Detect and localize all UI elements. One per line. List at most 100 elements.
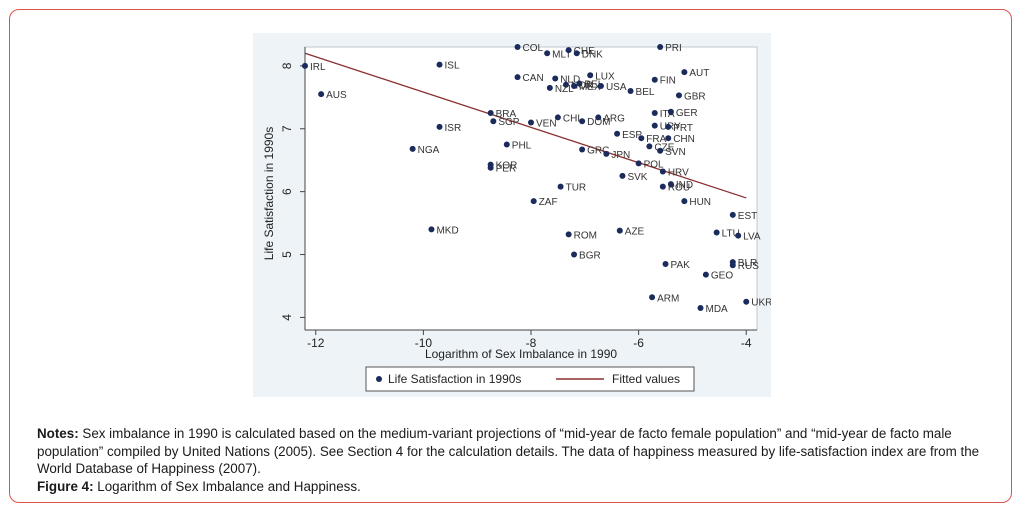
data-point [681, 198, 688, 205]
data-point [587, 72, 594, 79]
data-point [729, 262, 736, 269]
data-point-label: ARG [603, 113, 625, 124]
data-point-label: LTU [722, 229, 740, 240]
data-point [659, 183, 666, 190]
data-point-label: IND [676, 180, 693, 191]
data-point-label: SVK [627, 172, 647, 183]
data-point [436, 123, 443, 130]
data-point [514, 44, 521, 50]
data-point [638, 135, 645, 142]
x-axis-title: Logarithm of Sex Imbalance in 1990 [425, 347, 617, 361]
figure-caption-text: Logarithm of Sex Imbalance and Happiness… [93, 478, 361, 494]
data-point-label: SVN [665, 147, 686, 158]
data-point [490, 118, 497, 125]
data-point-label: PRI [665, 43, 682, 54]
x-tick-label: -10 [415, 336, 433, 350]
data-point [657, 44, 664, 50]
data-point-label: MKD [436, 225, 458, 236]
data-point-label: PRT [673, 123, 693, 134]
data-point-label: JPN [611, 150, 630, 161]
data-point-label: VEN [536, 118, 557, 129]
data-point [573, 50, 580, 57]
data-point-label: GER [676, 108, 698, 119]
data-point [681, 69, 688, 76]
y-tick-label: 5 [280, 251, 294, 258]
data-point-label: BGR [579, 251, 601, 262]
data-point [530, 198, 537, 205]
data-point [616, 227, 623, 234]
data-point [614, 130, 621, 137]
scatter-chart: -12 -10 -8 -6 -4 4 5 6 7 8 Logarithm of Sex Imbala… [262, 43, 771, 392]
data-point [675, 92, 682, 99]
data-point [651, 110, 658, 117]
y-tick-label: 8 [280, 62, 294, 69]
data-point-label: PHL [512, 140, 532, 151]
data-point [595, 114, 602, 121]
data-point-label: PER [496, 164, 517, 175]
data-point-label: KOR [496, 161, 518, 172]
data-point-label: NOR [571, 81, 593, 92]
data-point [557, 183, 564, 190]
data-point-label: MLT [552, 49, 571, 60]
data-point-label: BEL [636, 87, 655, 98]
notes-text: Sex imbalance in 1990 is calculated base… [37, 426, 980, 476]
data-point-label: IRL [310, 62, 326, 73]
y-tick-label: 7 [280, 125, 294, 132]
data-point-label: UKR [751, 298, 771, 309]
data-point-label: FRA [646, 134, 666, 145]
data-point [662, 260, 669, 267]
data-point [562, 81, 569, 88]
data-point [318, 91, 325, 98]
data-point-label: BRA [496, 109, 517, 120]
data-point [571, 251, 578, 258]
data-point-label: GRC [587, 146, 609, 157]
data-point [665, 123, 672, 130]
data-point [702, 271, 709, 278]
data-point-label: DNK [582, 49, 603, 60]
data-point-label: GBR [684, 91, 706, 102]
data-point [603, 150, 610, 157]
data-point [651, 76, 658, 83]
data-point [571, 82, 578, 89]
data-point-label: HRV [668, 168, 689, 179]
data-point-label: NZL [555, 84, 574, 95]
data-point [552, 75, 559, 82]
data-point [579, 146, 586, 153]
data-point [627, 88, 634, 95]
data-point [528, 119, 534, 126]
data-point [579, 118, 586, 125]
data-point-label: POL [644, 159, 664, 170]
data-point [743, 298, 750, 305]
y-tick-label: 4 [280, 314, 294, 321]
data-point-label: SGP [498, 117, 519, 128]
data-point [665, 135, 672, 142]
legend-label-points: Life Satisfaction in 1990s [388, 372, 521, 386]
data-point [697, 304, 704, 311]
data-point [667, 181, 674, 188]
data-point [565, 231, 572, 238]
data-point-label: RUS [738, 261, 759, 272]
data-point-label: CHN [673, 134, 695, 145]
data-point-label: ITA [660, 109, 675, 120]
data-point [487, 110, 494, 117]
data-point-label: MEX [579, 82, 601, 93]
data-point-label: COL [523, 43, 544, 54]
data-point [667, 108, 674, 115]
x-tick-label: -6 [633, 336, 644, 350]
data-point [657, 147, 664, 154]
data-point-label: CZE [654, 142, 674, 153]
data-point-label: NGA [418, 145, 440, 156]
legend-point-marker [376, 376, 382, 382]
data-point-label: BEL [584, 79, 603, 90]
data-point-label: ESP [622, 130, 642, 141]
figure-caption: Figure 4: Logarithm of Sex Imbalance and… [37, 478, 1002, 496]
data-point-label: ZAF [539, 197, 558, 208]
data-point [436, 61, 443, 68]
data-point-label: GEO [711, 271, 733, 282]
figure-notes: Notes: Sex imbalance in 1990 is calculat… [37, 425, 1002, 495]
data-point-label: ROM [574, 230, 597, 241]
data-point-label: NLD [560, 74, 580, 85]
data-point [619, 172, 626, 179]
data-point [503, 141, 510, 148]
data-point [546, 84, 553, 91]
